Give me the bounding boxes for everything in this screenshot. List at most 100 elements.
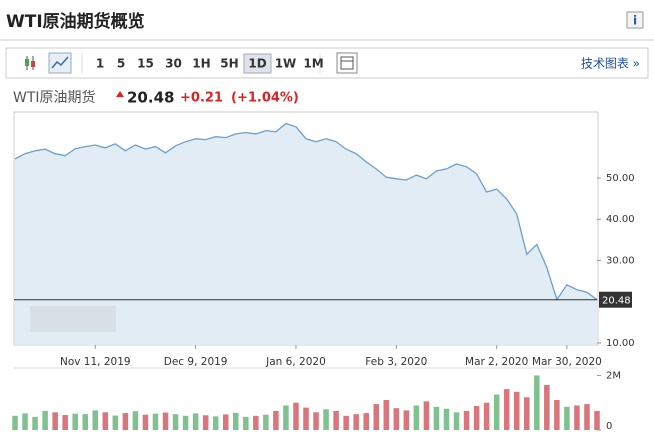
info-icon[interactable]: i xyxy=(633,14,637,28)
x-tick-label: Dec 9, 2019 xyxy=(164,356,228,368)
volume-bar xyxy=(513,391,520,430)
icon-part xyxy=(31,61,35,67)
volume-bar xyxy=(112,415,119,430)
volume-bar xyxy=(142,414,149,430)
y-tick-label: 50.00 xyxy=(606,173,635,184)
volume-bar xyxy=(403,410,410,430)
volume-bar xyxy=(433,406,440,430)
volume-bar xyxy=(483,402,490,430)
volume-bar xyxy=(493,394,500,430)
interval-button[interactable]: 1H xyxy=(192,57,210,71)
current-price-label: 20.48 xyxy=(602,296,631,307)
quote-price: 20.48 xyxy=(127,89,174,107)
interval-button[interactable]: 1M xyxy=(303,57,323,71)
volume-bar xyxy=(92,410,99,430)
volume-bar xyxy=(333,410,339,430)
interval-button[interactable]: 5H xyxy=(220,57,238,71)
volume-bar xyxy=(192,413,199,430)
technical-chart-link[interactable]: 技术图表 » xyxy=(581,57,640,71)
volume-bar xyxy=(82,414,89,430)
up-arrow xyxy=(116,91,124,97)
volume-bar xyxy=(172,414,179,430)
quote-name: WTI原油期货 xyxy=(13,89,96,106)
y-tick-label: 10.00 xyxy=(606,338,635,349)
volume-bar xyxy=(273,410,279,430)
volume-bar xyxy=(283,405,289,430)
blurred-logo xyxy=(30,306,116,332)
volume-bar xyxy=(52,412,58,430)
interval-button[interactable]: 15 xyxy=(137,57,154,71)
volume-bar xyxy=(212,416,219,430)
volume-bar xyxy=(343,415,349,430)
volume-bar xyxy=(594,410,600,430)
volume-bar xyxy=(463,410,470,430)
volume-bar xyxy=(574,405,580,430)
widget-title: WTI原油期货概览 xyxy=(6,11,145,32)
interval-button[interactable]: 5 xyxy=(117,57,125,71)
volume-bar xyxy=(243,416,249,430)
interval-button[interactable]: 1W xyxy=(275,57,297,71)
volume-bar xyxy=(232,412,239,430)
toolbar xyxy=(5,47,649,79)
quote-change-pct: (+1.04%) xyxy=(231,91,299,106)
volume-bar xyxy=(443,408,450,430)
interval-button[interactable]: 30 xyxy=(165,57,182,71)
x-tick-label: Nov 11, 2019 xyxy=(60,356,131,368)
volume-bar xyxy=(413,405,420,430)
volume-bar xyxy=(263,414,269,430)
volume-bar xyxy=(202,415,209,430)
current-price-box xyxy=(599,291,632,308)
volume-bar xyxy=(42,410,48,430)
volume-bar xyxy=(222,414,229,430)
volume-bar xyxy=(313,412,319,430)
table-button[interactable] xyxy=(336,52,358,74)
volume-bar xyxy=(182,415,189,430)
volume-bar xyxy=(162,412,169,430)
volume-bar xyxy=(132,411,139,430)
volume-bar xyxy=(453,412,460,430)
y-tick-label: 30.00 xyxy=(606,255,635,266)
volume-bar xyxy=(303,407,309,430)
volume-bar xyxy=(253,415,259,430)
volume-bar xyxy=(363,413,369,430)
price-area xyxy=(15,123,597,345)
volume-bar xyxy=(523,397,530,430)
volume-bar xyxy=(122,413,129,430)
line-button[interactable] xyxy=(48,52,72,74)
y2-tick-label: 2M xyxy=(606,370,621,381)
quote-change: +0.21 xyxy=(180,91,223,106)
volume-bar xyxy=(12,415,18,430)
interval-button[interactable]: 1 xyxy=(96,57,104,71)
volume-bar xyxy=(564,406,570,430)
interval-active-bg xyxy=(243,53,272,74)
volume-bar xyxy=(584,404,590,430)
line-icon xyxy=(51,56,69,69)
x-tick-label: Mar 30, 2020 xyxy=(532,356,602,368)
table-icon xyxy=(340,56,354,70)
x-tick-label: Mar 2, 2020 xyxy=(465,356,528,368)
price-line xyxy=(14,122,598,302)
x-tick-label: Feb 3, 2020 xyxy=(365,356,427,368)
volume-bar xyxy=(373,404,380,430)
volume-bar xyxy=(544,385,550,430)
y-tick-label: 40.00 xyxy=(606,214,635,225)
volume-bar xyxy=(393,408,400,430)
volume-bar xyxy=(473,406,480,430)
volume-bar xyxy=(152,413,159,430)
volume-bar xyxy=(102,412,109,430)
volume-bar xyxy=(32,416,38,430)
volume-bar xyxy=(22,413,28,430)
volume-bar xyxy=(72,413,78,430)
volume-bar xyxy=(383,400,390,430)
icon-part xyxy=(25,59,29,66)
interval-button[interactable]: 1D xyxy=(248,57,266,71)
volume-bar xyxy=(503,389,510,430)
volume-bar xyxy=(353,414,359,430)
candle-icon[interactable] xyxy=(25,56,35,70)
x-tick-label: Jan 6, 2020 xyxy=(265,356,326,368)
volume-bar xyxy=(293,402,299,430)
info-button[interactable] xyxy=(626,11,644,29)
volume-bar xyxy=(554,400,560,430)
volume-bar xyxy=(534,375,540,430)
